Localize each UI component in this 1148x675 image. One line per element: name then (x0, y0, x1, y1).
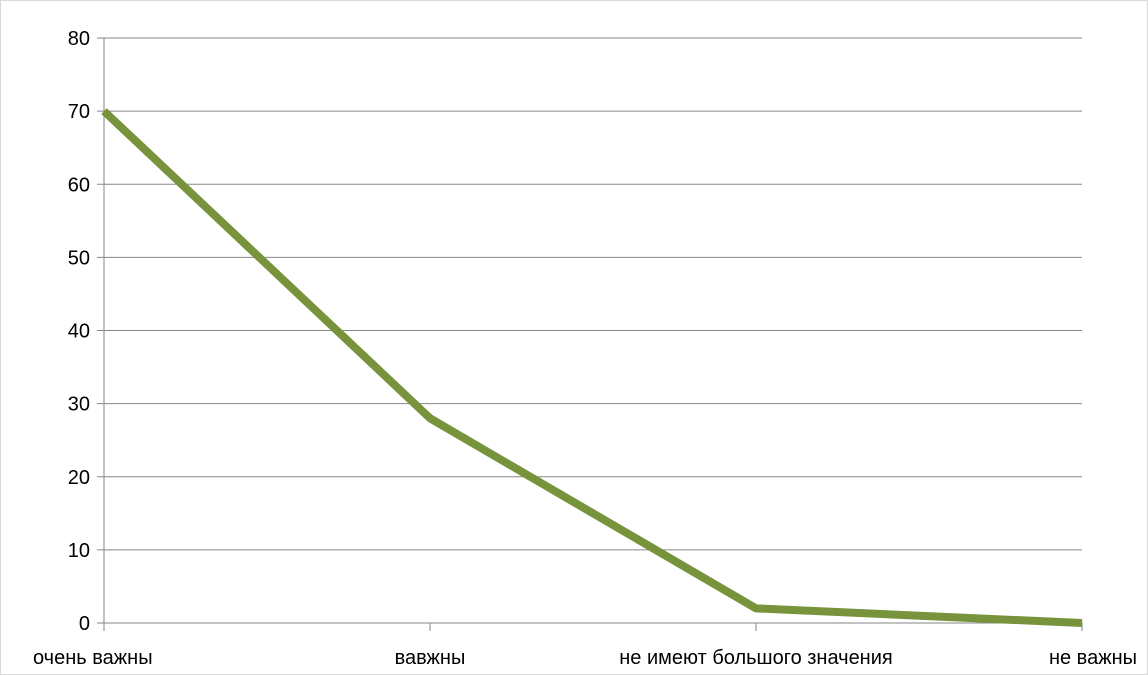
y-tick-label: 70 (68, 101, 90, 123)
x-tick-label: не имеют большого значения (619, 647, 892, 669)
y-tick-label: 10 (68, 540, 90, 562)
data-point (429, 417, 431, 419)
data-point (755, 607, 757, 609)
x-tick-label: не важны (1049, 647, 1137, 669)
y-tick-label: 60 (68, 174, 90, 196)
y-tick-label: 20 (68, 467, 90, 489)
y-tick-label: 30 (68, 394, 90, 416)
y-tick-label: 50 (68, 247, 90, 269)
data-point (103, 110, 105, 112)
x-tick-labels: очень важны вавжны не имеют большого значе… (33, 647, 1137, 669)
y-tick-label: 0 (79, 613, 90, 635)
x-tick-label: очень важны (33, 647, 153, 669)
series-line-0 (101, 108, 1083, 627)
y-tick-label: 40 (68, 321, 90, 343)
gridlines (104, 37, 1082, 551)
series-layer (101, 108, 1083, 627)
data-point (1081, 622, 1083, 624)
y-tick-label: 80 (68, 28, 90, 50)
axes (97, 37, 1083, 631)
y-tick-labels: 0 10 20 30 40 50 60 70 80 (68, 28, 90, 635)
x-tick-label: вавжны (395, 647, 466, 669)
